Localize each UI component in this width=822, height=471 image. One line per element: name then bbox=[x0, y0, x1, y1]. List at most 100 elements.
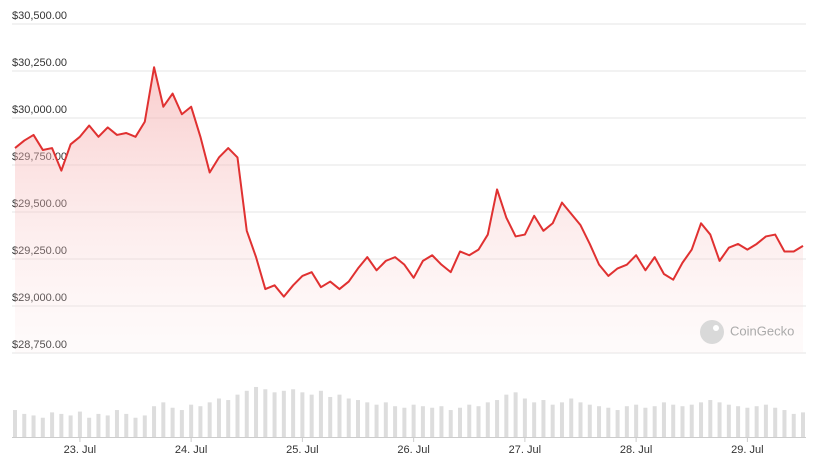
area bbox=[15, 67, 803, 354]
volume-bar bbox=[374, 404, 379, 437]
volume-bar bbox=[606, 407, 611, 437]
volume-bar bbox=[689, 404, 694, 437]
volume-bar bbox=[541, 400, 546, 437]
volume-bar bbox=[726, 404, 731, 437]
volume-bar bbox=[615, 410, 620, 437]
volume-bar bbox=[643, 407, 648, 437]
volume-bar bbox=[745, 407, 750, 437]
volume-bar bbox=[430, 407, 435, 437]
volume-bar bbox=[801, 412, 805, 437]
volume-bar bbox=[661, 402, 666, 437]
volume-bar bbox=[179, 410, 184, 437]
volume-bar bbox=[365, 402, 370, 437]
y-tick-label: $30,000.00 bbox=[12, 104, 67, 116]
volume-bar bbox=[699, 402, 704, 437]
y-tick-label: $30,250.00 bbox=[12, 57, 67, 69]
volume-bar bbox=[559, 402, 564, 437]
volume-bar bbox=[161, 402, 166, 437]
volume-bar bbox=[105, 415, 110, 437]
volume-bar bbox=[457, 407, 462, 437]
volume-bar bbox=[328, 396, 333, 437]
volume-bar bbox=[504, 394, 509, 437]
volume-bar bbox=[318, 390, 323, 437]
volume-bar bbox=[569, 398, 574, 437]
volume-bar bbox=[383, 402, 388, 437]
volume-bar bbox=[550, 404, 555, 437]
watermark-text: CoinGecko bbox=[730, 323, 794, 338]
volume-bar bbox=[254, 386, 259, 437]
volume-bar bbox=[522, 398, 527, 437]
volume-bar bbox=[578, 402, 583, 437]
volume-bar bbox=[411, 404, 416, 437]
volume-bar bbox=[133, 417, 138, 437]
volume-bar bbox=[170, 407, 175, 437]
watermark: CoinGecko bbox=[700, 320, 794, 344]
volume-bar bbox=[439, 406, 444, 437]
volume-bar bbox=[791, 413, 796, 437]
volume-bar bbox=[448, 410, 453, 437]
volume-bar bbox=[31, 415, 36, 437]
volume-bar bbox=[68, 415, 73, 437]
watermark-icon bbox=[700, 320, 724, 344]
volume-bar bbox=[337, 394, 342, 437]
volume-bar bbox=[96, 413, 101, 437]
volume-bar bbox=[476, 406, 481, 437]
volume-bar bbox=[77, 411, 82, 437]
volume-bar bbox=[736, 406, 741, 437]
volume-bar bbox=[671, 404, 676, 437]
volume-bar bbox=[309, 394, 314, 437]
volume-bar bbox=[40, 417, 45, 437]
volume-bar bbox=[244, 390, 249, 437]
volume-bar bbox=[782, 410, 787, 437]
x-tick-label: 26. Jul bbox=[397, 444, 429, 456]
volume-bar bbox=[198, 406, 203, 437]
volume-bar bbox=[356, 400, 361, 437]
x-tick-label: 25. Jul bbox=[286, 444, 318, 456]
volume-bar bbox=[216, 398, 221, 437]
volume-bar bbox=[393, 406, 398, 437]
volume-bar bbox=[87, 417, 92, 437]
x-tick-label: 29. Jul bbox=[731, 444, 763, 456]
volume-bar bbox=[189, 404, 194, 437]
volume-bar bbox=[235, 394, 240, 437]
watermark-icon-eye bbox=[713, 325, 719, 331]
volume-bar bbox=[59, 413, 64, 437]
volume-bar bbox=[13, 410, 17, 437]
volume-bar bbox=[652, 406, 657, 437]
volume-bar bbox=[587, 404, 592, 437]
volume-bar bbox=[467, 404, 472, 437]
volume-bar bbox=[124, 413, 129, 437]
volume-bar bbox=[708, 400, 713, 437]
volume-bar bbox=[346, 398, 351, 437]
volume-bar bbox=[300, 392, 305, 437]
volume-bar bbox=[754, 406, 759, 437]
volume-bar bbox=[485, 402, 490, 437]
volume-bar bbox=[402, 407, 407, 437]
volume-bar bbox=[420, 406, 425, 437]
x-tick-label: 28. Jul bbox=[620, 444, 652, 456]
volume-bar bbox=[773, 407, 778, 437]
volume-bar bbox=[114, 410, 119, 437]
volume-bar bbox=[272, 392, 277, 437]
volume-bar bbox=[152, 406, 157, 437]
volume-bar bbox=[142, 415, 147, 437]
volume-bar bbox=[495, 400, 500, 437]
y-tick-label: $30,500.00 bbox=[12, 10, 67, 22]
volume-bar bbox=[226, 400, 231, 437]
volume-bar bbox=[763, 404, 768, 437]
volume-bar bbox=[513, 392, 518, 437]
price-line bbox=[14, 66, 804, 298]
volume-bar bbox=[597, 406, 602, 437]
volume-bar bbox=[50, 412, 55, 437]
x-tick-label: 27. Jul bbox=[509, 444, 541, 456]
volume-bar bbox=[291, 389, 296, 437]
volume-bar bbox=[281, 390, 286, 437]
volume-bar bbox=[207, 402, 212, 437]
volume-bar bbox=[22, 413, 27, 437]
volume-bar bbox=[263, 389, 268, 437]
volume-bar bbox=[634, 404, 639, 437]
x-tick-label: 23. Jul bbox=[64, 444, 96, 456]
volume-bar bbox=[680, 406, 685, 437]
